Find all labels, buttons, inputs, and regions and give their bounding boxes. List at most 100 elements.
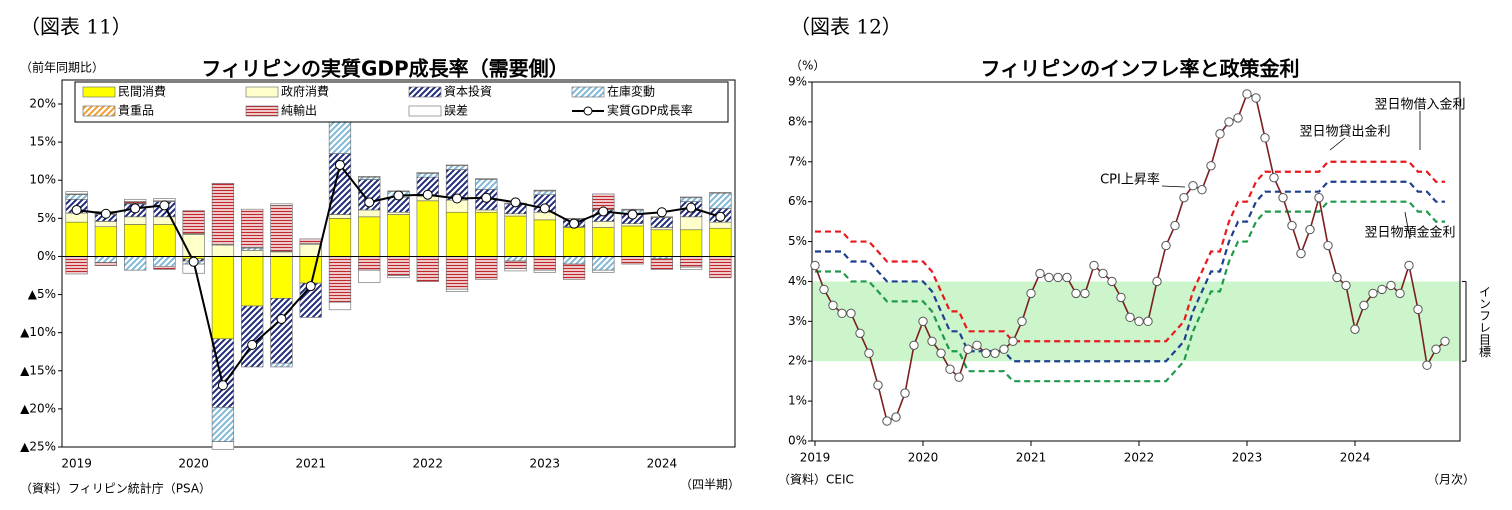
bar-segment [533, 219, 556, 257]
bar-segment [679, 266, 703, 270]
bar-segment [94, 221, 118, 228]
bar-segment [679, 197, 703, 202]
bar-segment [650, 229, 673, 257]
cpi-marker [855, 328, 865, 338]
legend-label: 在庫変動 [607, 84, 655, 99]
cpi-marker [1143, 316, 1153, 327]
bar-segment [650, 227, 673, 231]
series-line [815, 160, 1445, 343]
bar-segment [241, 256, 264, 307]
bar-segment [211, 441, 235, 450]
bar-segment [592, 227, 615, 257]
cpi-marker [1278, 192, 1288, 203]
cpi-marker [1431, 344, 1441, 354]
y-tick-label: ▲5% [28, 287, 56, 301]
cpi-marker [1386, 280, 1396, 291]
bar-segment [241, 305, 264, 368]
y-tick-label: ▲25% [20, 440, 56, 454]
legend-label: 資本投資 [444, 84, 492, 99]
cpi-marker [1332, 272, 1342, 283]
bar-segment [709, 256, 732, 279]
cpi-marker [1080, 288, 1090, 299]
cpi-marker [1107, 276, 1117, 287]
bar-segment [328, 218, 352, 257]
cpi-marker [891, 412, 901, 422]
series-label: 翌日物預金金利 [1364, 225, 1455, 241]
bar-segment [504, 215, 527, 257]
bar-segment [504, 256, 527, 262]
plot-frame [811, 81, 1461, 442]
y-tick-label: 10% [29, 173, 56, 187]
cpi-marker [972, 340, 982, 350]
legend-swatch [82, 86, 116, 98]
cpi-marker [963, 344, 973, 354]
source-note: （資料）CEIC [778, 473, 854, 487]
label-leader [1161, 185, 1186, 188]
cpi-marker [819, 284, 829, 295]
cpi-marker [936, 348, 946, 358]
bar-segment [270, 256, 293, 299]
y-tick-label: 5% [788, 234, 807, 248]
bar-segment [592, 256, 615, 271]
cpi-marker [1116, 292, 1126, 303]
bar-segment [358, 269, 381, 283]
gdp-marker [188, 256, 199, 267]
cpi-marker [1098, 268, 1108, 279]
y-tick-label: 4% [788, 274, 807, 288]
cpi-marker [1026, 288, 1036, 299]
label-leader [1329, 137, 1346, 151]
bar-segment [241, 247, 264, 251]
gdp-marker [247, 339, 258, 350]
legend-swatch [82, 105, 116, 117]
cpi-marker [1233, 113, 1243, 123]
cpi-marker [1314, 192, 1324, 203]
cpi-marker [828, 300, 838, 311]
bar-segment [416, 172, 439, 174]
bar-segment [445, 256, 469, 290]
gdp-marker [276, 313, 287, 324]
cpi-marker [1071, 288, 1081, 299]
y-tick-label: 7% [788, 154, 807, 168]
bar-segment [153, 266, 176, 270]
bar-segment [124, 216, 147, 225]
cpi-marker [1152, 276, 1162, 287]
bar-segment [416, 173, 439, 178]
bar-segment [65, 194, 88, 200]
bar-segment [328, 256, 352, 303]
gdp-marker [305, 281, 316, 292]
bar-segment [709, 192, 732, 209]
cpi-marker [1305, 224, 1315, 235]
cpi-marker [927, 336, 937, 346]
bar-segment [679, 196, 703, 199]
bar-segment [475, 256, 498, 280]
cpi-marker [1350, 324, 1360, 335]
x-tick-label: 2020 [178, 457, 209, 471]
bar-segment [562, 227, 586, 257]
y-tick-label: ▲15% [20, 363, 56, 377]
bar-segment [241, 250, 264, 257]
bar-segment [241, 208, 264, 248]
cpi-marker [882, 416, 892, 426]
cpi-marker [1341, 280, 1351, 291]
cpi-marker [1251, 93, 1261, 103]
cpi-marker [1197, 185, 1207, 195]
bar-segment [592, 221, 615, 228]
bar-segment [445, 211, 469, 257]
bar-segment [211, 244, 235, 257]
series-line [815, 200, 1445, 383]
gdp-marker [334, 159, 345, 170]
bar-segment [124, 256, 147, 271]
y-tick-label: 9% [788, 75, 807, 89]
gdp-marker [393, 190, 404, 201]
x-tick-label: 2024 [647, 457, 678, 471]
chart-header: （図表 12） [790, 15, 902, 39]
y-tick-label: 8% [788, 114, 807, 128]
series-line [814, 92, 1446, 423]
bar-segment [650, 217, 673, 228]
bar-segment [445, 164, 469, 167]
plot-frame [61, 79, 736, 448]
cpi-marker [1125, 312, 1135, 323]
gdp-marker [159, 200, 170, 211]
gdp-marker [656, 207, 667, 218]
y-tick-label: 1% [788, 394, 807, 408]
